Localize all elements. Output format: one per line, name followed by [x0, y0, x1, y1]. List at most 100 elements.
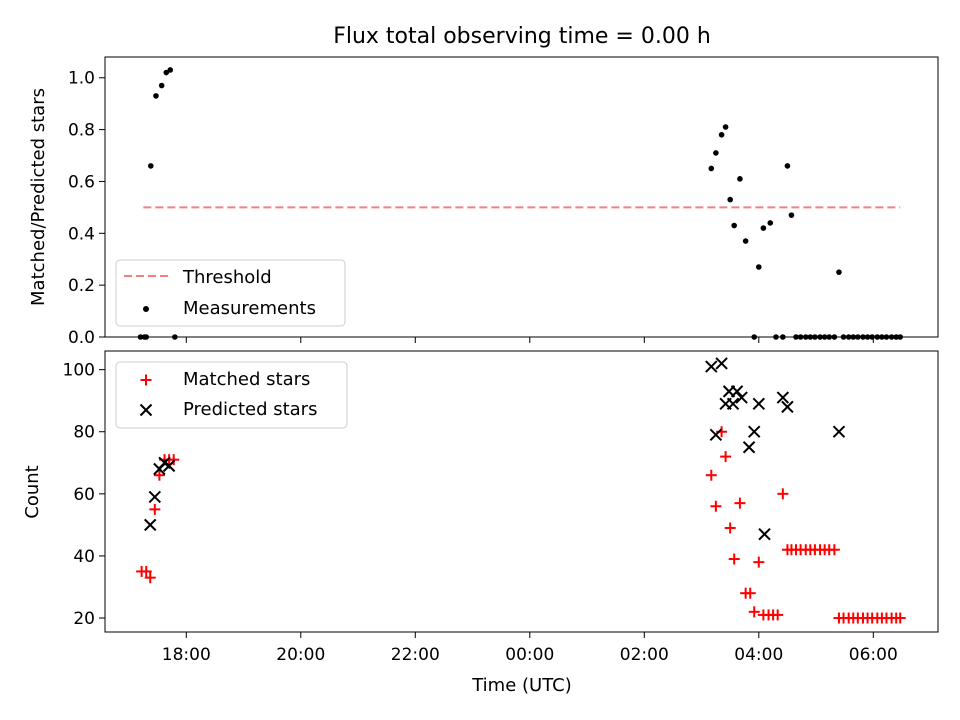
top-y-tick-label: 1.0: [68, 69, 95, 89]
matched-star-point: [705, 469, 717, 481]
predicted-star-point: [730, 385, 744, 398]
measurement-point: [831, 334, 838, 340]
bottom-y-tick-label: 20: [73, 609, 95, 629]
measurement-point: [836, 269, 842, 275]
bottom-y-tick-label: 40: [73, 547, 95, 567]
measurement-point: [888, 334, 895, 340]
measurement-point: [869, 334, 875, 340]
x-tick-label: 04:00: [734, 645, 783, 665]
predicted-star-point: [735, 391, 748, 404]
legend-predicted-label: Predicted stars: [183, 399, 317, 420]
x-tick-label: 02:00: [620, 645, 669, 665]
x-axis-label: Time (UTC): [471, 675, 572, 696]
measurement-point: [879, 334, 885, 340]
x-tick-label: 22:00: [391, 645, 440, 665]
measurement-point: [713, 150, 719, 156]
top-panel: 0.0 0.2 0.4 0.6 0.8 1.0 Matched/Predicted sta…: [28, 56, 939, 348]
measurement-point: [788, 212, 795, 218]
bottom-x-ticks: 18:00 20:00 22:00 00:00 02:00 04:00 06:00: [162, 632, 898, 665]
measurement-point: [731, 222, 737, 229]
measurement-point: [797, 334, 804, 340]
matched-star-point: [777, 488, 789, 500]
top-legend-box: [115, 259, 346, 327]
top-y-ticks: 0.0 0.2 0.4 0.6 0.8 1.0: [68, 69, 105, 348]
measurement-point: [167, 67, 174, 73]
measurement-point: [893, 334, 900, 340]
legend-matched-label: Matched stars: [183, 369, 310, 390]
legend-plus-mark: [140, 374, 152, 386]
x-tick-label: 06:00: [849, 645, 898, 665]
predicted-star-point: [748, 425, 761, 438]
matched-star-points: [136, 426, 906, 624]
predicted-star-point: [742, 441, 756, 454]
matched-star-point: [153, 469, 165, 481]
predicted-star-point: [726, 397, 740, 410]
measurement-point: [780, 334, 786, 340]
matched-star-point: [728, 553, 740, 565]
top-y-tick-label: 0.8: [68, 121, 95, 141]
measurement-point: [817, 334, 823, 340]
measurement-point: [874, 334, 881, 340]
matched-star-point: [140, 565, 152, 577]
measurement-point: [708, 165, 715, 172]
bottom-legend-box: [115, 361, 348, 429]
legend-measurements-swatch: [143, 306, 149, 312]
matched-star-point: [144, 572, 156, 584]
measurement-point: [812, 334, 818, 340]
measurement-point: [163, 69, 170, 76]
legend-threshold-label: Threshold: [182, 267, 272, 288]
measurement-point: [855, 334, 861, 340]
predicted-star-point: [758, 527, 771, 541]
matched-star-point: [753, 556, 765, 568]
top-plot-frame: [104, 56, 939, 338]
x-tick-label: 18:00: [162, 645, 211, 665]
measurement-point: [137, 334, 144, 340]
legend-matched-swatch: [140, 374, 152, 386]
measurement-point: [158, 82, 165, 89]
matched-star-point: [734, 497, 746, 509]
measurement-point: [864, 334, 871, 340]
predicted-star-point: [832, 425, 846, 438]
bottom-y-tick-label: 60: [73, 485, 95, 505]
matched-star-point: [748, 606, 760, 618]
measurement-point: [760, 225, 767, 231]
predicted-star-point: [715, 357, 728, 370]
top-y-tick-label: 0.0: [68, 328, 95, 348]
measurement-point: [143, 334, 150, 340]
measurement-point: [773, 334, 779, 340]
chart-title: Flux total observing time = 0.00 h: [333, 24, 711, 49]
top-legend: Threshold Measurements: [115, 259, 346, 327]
predicted-star-point: [752, 397, 766, 410]
predicted-star-point: [705, 360, 718, 373]
measurement-point: [897, 334, 904, 340]
measurement-point: [742, 238, 749, 244]
matched-star-point: [710, 500, 722, 512]
measurement-point: [821, 334, 828, 340]
top-y-axis-label: Matched/Predicted stars: [28, 88, 49, 306]
measurement-point: [826, 334, 833, 340]
predicted-star-point: [709, 428, 723, 442]
top-y-tick-label: 0.4: [68, 224, 95, 244]
matched-star-point: [724, 522, 736, 534]
measurement-point: [840, 334, 847, 340]
predicted-star-point: [148, 490, 162, 504]
measurement-point: [767, 220, 774, 226]
matched-star-point: [772, 609, 784, 621]
measurement-point: [737, 176, 743, 182]
measurement-point: [850, 334, 857, 340]
measurement-point: [802, 334, 809, 340]
predicted-star-point: [162, 459, 176, 473]
bottom-plot-frame: [104, 350, 939, 633]
measurement-point: [793, 334, 799, 340]
predicted-star-point: [144, 518, 157, 532]
matched-star-point: [149, 503, 161, 515]
measurement-point: [784, 163, 791, 169]
top-y-tick-label: 0.2: [68, 276, 95, 296]
x-tick-label: 20:00: [276, 645, 325, 665]
matched-star-point: [894, 612, 906, 624]
predicted-star-point: [781, 400, 794, 414]
measurement-point: [722, 124, 729, 130]
matched-star-point: [720, 451, 732, 463]
bottom-legend: Matched stars Predicted stars: [115, 361, 348, 429]
